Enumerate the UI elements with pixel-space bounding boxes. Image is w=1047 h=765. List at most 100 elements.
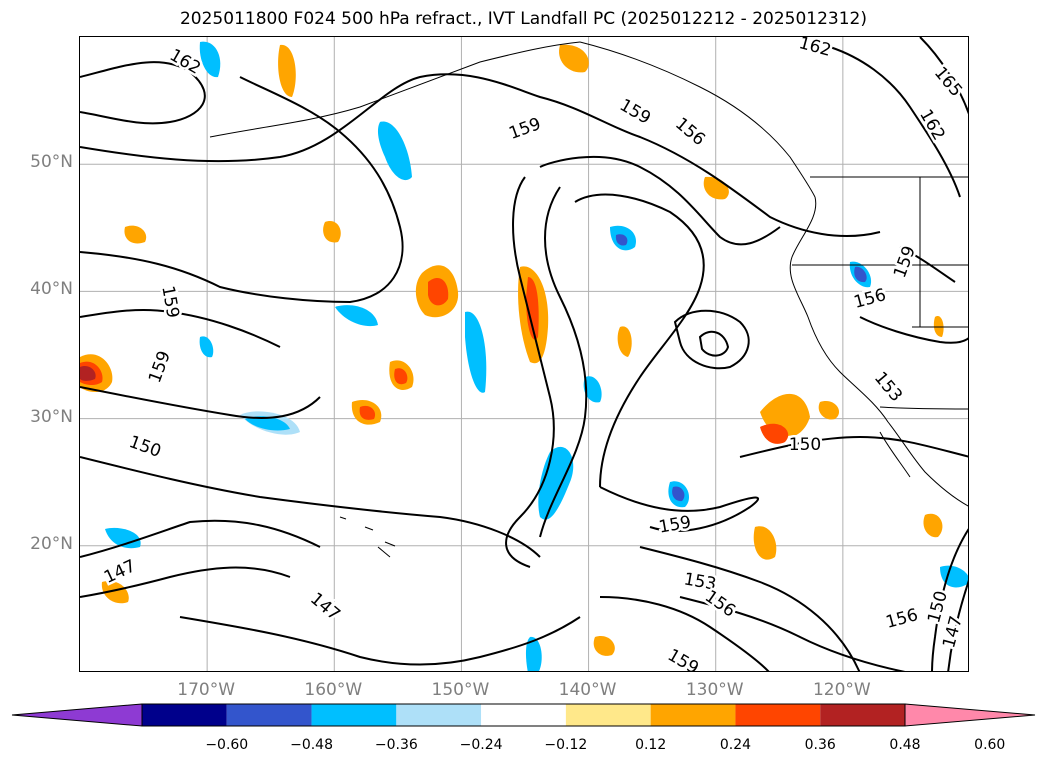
contour-label: 147 xyxy=(306,589,344,625)
contour-line xyxy=(80,566,291,598)
shade-neg xyxy=(245,416,290,431)
lon-label: 170°W xyxy=(177,680,236,700)
shade-pos xyxy=(559,44,589,73)
colorbar-tick-label: −0.48 xyxy=(290,737,333,753)
contour-label: 147 xyxy=(101,556,139,588)
contour-line xyxy=(859,316,968,344)
colorbar-outline xyxy=(141,703,906,727)
contour-label: 162 xyxy=(166,45,204,79)
colorbar-bin xyxy=(396,704,482,726)
contour-line xyxy=(80,386,321,419)
colorbar-extend-high xyxy=(904,703,1036,727)
contour-line xyxy=(639,546,861,671)
contour-line xyxy=(599,596,770,671)
shade-pos xyxy=(359,405,376,420)
contour-line xyxy=(899,246,956,283)
colorbar-tick-label: 0.24 xyxy=(719,737,752,753)
contour-line xyxy=(931,528,968,671)
shade-pos xyxy=(394,368,408,385)
shade-pos xyxy=(753,526,777,560)
colorbar xyxy=(11,703,1036,727)
shade-pos xyxy=(526,277,539,340)
contour-line xyxy=(739,435,968,458)
contour-line xyxy=(179,616,581,666)
shade-pos xyxy=(101,581,129,604)
contour-label: 156 xyxy=(884,605,921,633)
coastline-alaska-panhandle xyxy=(579,41,816,198)
contour-line xyxy=(947,579,968,671)
shade-pos xyxy=(80,366,96,381)
colorbar-tick-label: −0.36 xyxy=(374,737,418,753)
contour-line xyxy=(80,519,321,558)
shade-neg xyxy=(335,305,378,327)
contour-label: 159 xyxy=(506,114,543,144)
shade-pos xyxy=(278,44,296,97)
contour-label: 159 xyxy=(616,95,654,129)
colorbar-bin xyxy=(311,704,397,726)
lon-label: 150°W xyxy=(431,680,490,700)
contour-line xyxy=(919,37,968,115)
colorbar-tick-label: 0.48 xyxy=(889,737,921,753)
shade-neg xyxy=(105,527,141,549)
contour-label: 159 xyxy=(890,243,920,280)
contour-line xyxy=(698,330,730,357)
shade-pos xyxy=(703,176,729,200)
shade-neg xyxy=(199,336,214,358)
contour-line xyxy=(80,61,206,125)
lon-label: 130°W xyxy=(685,680,744,700)
colorbar-tick-label: −0.12 xyxy=(544,737,588,753)
contour-label: 159 xyxy=(157,284,182,319)
contour-line xyxy=(673,309,750,370)
shade-neg xyxy=(465,311,487,393)
contour-label: 162 xyxy=(915,106,949,144)
colorbar-bin xyxy=(226,704,312,726)
islands-hawaii xyxy=(339,516,396,558)
lon-label: 160°W xyxy=(304,680,363,700)
colorbar-tick-label: −0.60 xyxy=(205,737,249,753)
colorbar-extend-low xyxy=(11,703,143,727)
shade-neg xyxy=(672,486,685,502)
anomaly-shading xyxy=(80,41,968,671)
contour-line xyxy=(505,176,555,568)
shade-neg xyxy=(940,565,968,588)
colorbar-tick-label: −0.24 xyxy=(459,737,503,753)
shade-pos xyxy=(124,225,147,244)
colorbar-bin xyxy=(735,704,821,726)
shade-pos xyxy=(593,636,615,656)
contour-label: 153 xyxy=(870,368,906,406)
shade-pos xyxy=(428,278,449,306)
colorbar-bin xyxy=(820,704,905,726)
lon-label: 140°W xyxy=(558,680,617,700)
border-us-mexico xyxy=(879,406,968,410)
colorbar-tick-label: 0.12 xyxy=(635,737,667,753)
colorbar-bin xyxy=(565,704,651,726)
contour-line xyxy=(539,186,588,538)
map-panel: 162 162 165 162 159 156 159 159 159 156 159 153 150 1… xyxy=(79,36,969,672)
shade-neg xyxy=(538,446,574,520)
contour-line xyxy=(829,46,961,198)
contour-line xyxy=(80,308,281,348)
lat-label: 40°N xyxy=(30,279,73,300)
contour-line xyxy=(679,596,906,671)
coastlines xyxy=(209,41,968,558)
contour-line xyxy=(80,76,404,304)
contour-label: 156 xyxy=(852,285,889,313)
shade-neg xyxy=(615,234,628,246)
lat-label: 50°N xyxy=(30,152,73,173)
contour-label: 159 xyxy=(145,348,175,385)
colorbar-tick-label: 0.60 xyxy=(974,737,1006,753)
contour-line xyxy=(80,73,881,238)
shade-pos xyxy=(818,400,840,420)
shade-pos xyxy=(617,326,632,357)
contour-line xyxy=(574,193,705,488)
shade-neg xyxy=(199,41,221,78)
coastline-baja xyxy=(879,431,911,478)
colorbar-bin xyxy=(481,704,566,726)
shade-pos xyxy=(323,221,341,243)
shade-pos xyxy=(923,513,943,538)
contour-label: 150 xyxy=(789,435,821,455)
contour-lines xyxy=(80,37,968,671)
contour-line xyxy=(539,155,781,246)
contour-line xyxy=(80,456,541,558)
